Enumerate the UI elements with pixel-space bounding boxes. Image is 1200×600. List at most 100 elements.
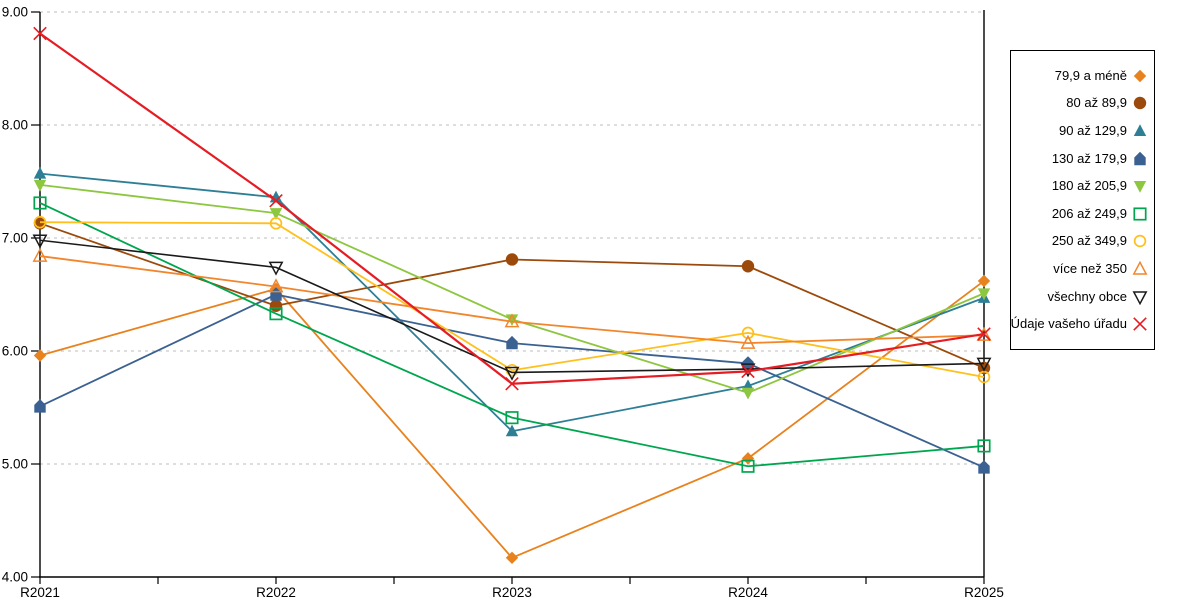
triangle-down-open-legend-icon [1132, 290, 1148, 305]
triangle-up-open-legend-icon [1132, 260, 1148, 275]
pentagon-marker [1134, 151, 1146, 165]
legend-item-6: 206 až 249,9 [1011, 205, 1154, 223]
triangle-down-legend-icon [1133, 181, 1147, 193]
y-tick-label: 8.00 [2, 118, 28, 133]
series-1 [33, 274, 991, 564]
x-marker [505, 377, 519, 391]
legend-label: více než 350 [1053, 261, 1127, 276]
x-legend-icon [1133, 317, 1147, 332]
x-marker [33, 26, 47, 41]
series-9 [32, 234, 992, 381]
y-tick-label: 6.00 [2, 344, 28, 359]
legend-item-8: více než 350 [1011, 260, 1154, 278]
pentagon-marker [742, 356, 754, 370]
triangle-down-marker [741, 387, 755, 400]
square-open-marker [741, 459, 755, 473]
x-marker [977, 327, 991, 341]
series-line [39, 183, 985, 394]
x-marker [1133, 317, 1147, 332]
legend: 79,9 a méně 80 až 89,9 90 až 129,9 130 až 1… [1010, 50, 1155, 350]
legend-item-7: 250 až 349,9 [1011, 232, 1154, 250]
triangle-up-open-marker [268, 278, 284, 293]
series-2 [33, 217, 991, 375]
legend-label: 80 až 89,9 [1066, 95, 1127, 111]
circle-legend-icon [1133, 97, 1147, 110]
triangle-down-marker [269, 208, 283, 220]
triangle-up-legend-icon [1133, 124, 1147, 136]
circle-open-marker [33, 215, 47, 229]
circle-marker [505, 253, 519, 266]
legend-item-10: Údaje vašeho úřadu [1011, 315, 1154, 333]
pentagon-marker [270, 287, 282, 301]
circle-open-marker [269, 217, 283, 230]
legend-label: 180 až 205,9 [1051, 178, 1127, 194]
legend-item-3: 90 až 129,9 [1011, 122, 1154, 140]
diamond-marker [505, 551, 519, 564]
legend-item-4: 130 až 179,9 [1011, 150, 1154, 168]
legend-label: 90 až 129,9 [1059, 122, 1127, 138]
square-open-marker [977, 439, 991, 453]
series-line [39, 221, 985, 378]
square-open-marker [505, 411, 519, 425]
y-tick-label: 7.00 [2, 231, 28, 246]
pentagon-marker [34, 399, 46, 413]
x-tick-label: R2023 [492, 585, 532, 600]
legend-label: všechny obce [1047, 288, 1128, 304]
circle-open-legend-icon [1133, 235, 1147, 248]
triangle-up-open-marker [740, 334, 756, 349]
legend-label: 206 až 249,9 [1051, 205, 1127, 221]
diamond-marker [33, 349, 47, 362]
diamond-marker [741, 452, 755, 465]
y-tick-label: 5.00 [2, 457, 28, 472]
diamond-legend-icon [1133, 69, 1147, 82]
triangle-up-open-marker [504, 313, 520, 328]
circle-marker [741, 260, 755, 273]
triangle-up-open-marker [1132, 260, 1148, 275]
x-tick-label: R2024 [728, 585, 768, 600]
circle-open-marker [741, 326, 755, 340]
series-line [39, 172, 985, 433]
pentagon-marker [978, 460, 990, 474]
square-open-marker [269, 307, 283, 321]
triangle-down-open-marker [1132, 290, 1148, 305]
legend-label: Údaje vašeho úřadu [1010, 316, 1127, 332]
x-marker [269, 193, 283, 208]
triangle-down-marker [1133, 181, 1147, 193]
triangle-down-open-marker [976, 357, 992, 372]
triangle-down-open-marker [504, 366, 520, 381]
triangle-up-marker [505, 424, 519, 437]
x-tick-label: R2021 [20, 585, 60, 600]
series-7 [33, 215, 991, 384]
legend-item-5: 180 až 205,9 [1011, 177, 1154, 195]
series-line [39, 255, 985, 344]
square-open-marker [1133, 207, 1147, 221]
triangle-up-open-marker [32, 247, 48, 262]
triangle-down-marker [977, 288, 991, 301]
triangle-down-open-marker [32, 234, 48, 249]
y-tick-label: 9.00 [2, 5, 28, 20]
diamond-marker [1133, 69, 1147, 82]
legend-label: 79,9 a méně [1054, 67, 1127, 83]
series-4 [34, 287, 990, 474]
legend-item-1: 79,9 a méně [1011, 67, 1154, 85]
diamond-marker [977, 274, 991, 288]
pentagon-legend-icon [1134, 151, 1146, 165]
y-tick-label: 4.00 [2, 570, 28, 585]
legend-label: 130 až 179,9 [1051, 150, 1127, 166]
triangle-down-marker [33, 179, 47, 192]
triangle-up-marker [1133, 124, 1147, 136]
pentagon-marker [506, 335, 518, 350]
series-3 [33, 166, 991, 437]
series-line [39, 239, 985, 374]
triangle-down-open-marker [268, 261, 284, 276]
series-10 [33, 26, 991, 391]
x-tick-label: R2022 [256, 585, 296, 600]
legend-item-2: 80 až 89,9 [1011, 94, 1154, 112]
x-tick-label: R2025 [964, 585, 1004, 600]
triangle-down-marker [505, 314, 519, 327]
series-line [39, 32, 985, 385]
legend-label: 250 až 349,9 [1051, 233, 1127, 249]
x-marker [741, 364, 755, 379]
